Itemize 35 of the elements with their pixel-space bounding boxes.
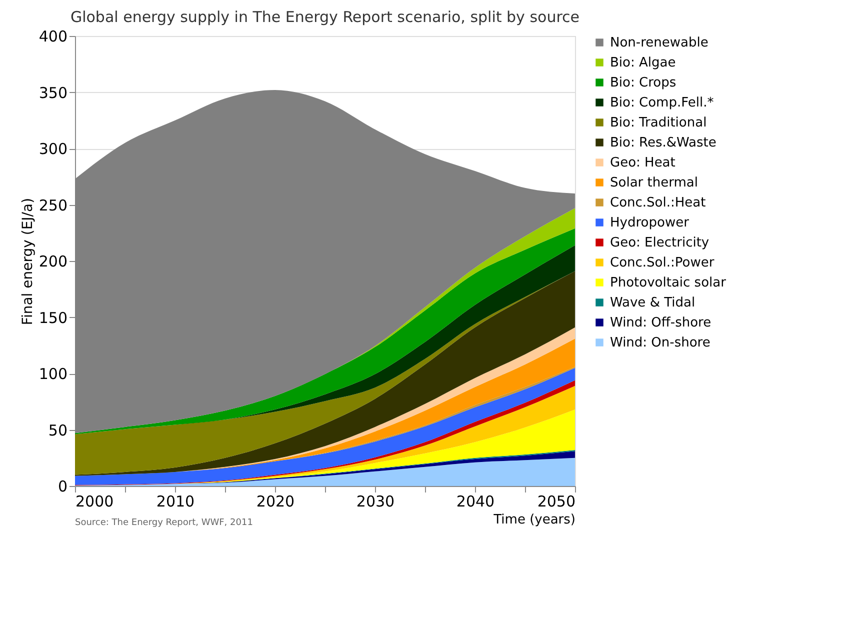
- y-tick-label: 200: [38, 252, 68, 270]
- x-tick-label: 2030: [356, 492, 395, 510]
- y-tick-label: 400: [38, 28, 68, 46]
- legend-label: Wind: On-shore: [610, 336, 710, 350]
- legend-label: Bio: Traditional: [610, 116, 707, 130]
- y-tick-label: 100: [38, 365, 68, 383]
- legend-label: Bio: Crops: [610, 76, 676, 90]
- y-tick-label: 50: [48, 421, 68, 440]
- legend-label: Hydropower: [610, 216, 690, 230]
- x-tick-label: 2010: [156, 492, 195, 510]
- chart-title: Global energy supply in The Energy Report scenario, split by source: [70, 8, 580, 26]
- y-tick-label: 300: [38, 140, 68, 158]
- legend-label: Conc.Sol.:Power: [610, 256, 715, 270]
- source-note: Source: The Energy Report, WWF, 2011: [75, 518, 253, 528]
- legend-label: Bio: Comp.Fell.*: [610, 96, 714, 110]
- legend-label: Geo: Electricity: [610, 236, 710, 250]
- legend-label: Non-renewable: [610, 36, 708, 50]
- y-tick-label: 150: [38, 308, 68, 327]
- y-tick-label: 250: [38, 196, 68, 214]
- legend-label: Solar thermal: [610, 176, 698, 190]
- x-tick-label: 2050: [537, 492, 576, 510]
- legend-label: Geo: Heat: [610, 156, 676, 170]
- y-axis-title: Final energy (EJ/a): [20, 198, 36, 326]
- x-tick-label: 2000: [76, 492, 114, 510]
- x-axis-title: Time (years): [492, 512, 576, 528]
- y-tick-label: 350: [38, 84, 68, 102]
- legend-label: Bio: Algae: [610, 56, 676, 70]
- y-tick-label: 0: [58, 478, 68, 496]
- legend-label: Wind: Off-shore: [610, 316, 712, 330]
- x-tick-label: 2040: [456, 492, 495, 510]
- legend-label: Conc.Sol.:Heat: [610, 196, 706, 210]
- legend-label: Wave & Tidal: [610, 296, 696, 310]
- x-tick-label: 2020: [256, 492, 295, 510]
- legend-label: Bio: Res.&Waste: [610, 136, 716, 150]
- legend-label: Photovoltaic solar: [610, 276, 727, 290]
